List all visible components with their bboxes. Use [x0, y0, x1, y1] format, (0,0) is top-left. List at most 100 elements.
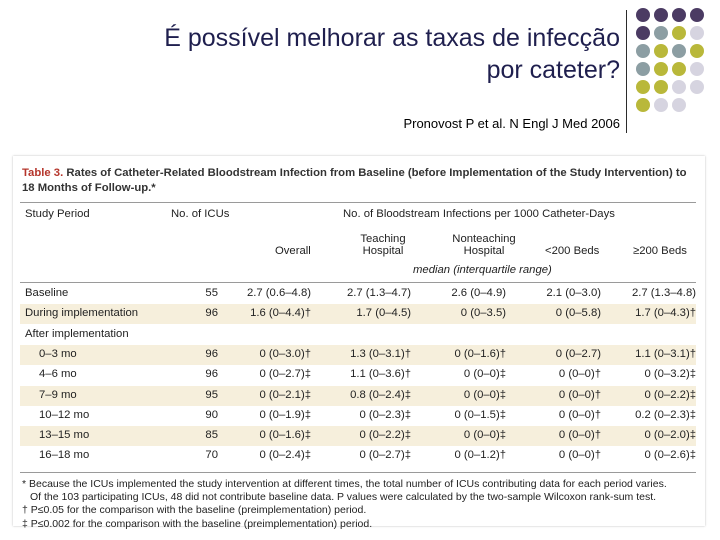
- decorative-dot: [672, 8, 686, 22]
- slide-title-line-2: por cateter?: [486, 56, 620, 84]
- header-teaching: Teaching Hospital: [343, 233, 423, 257]
- decorative-dot: [672, 62, 686, 76]
- decorative-dot: [690, 44, 704, 58]
- decorative-dot: [636, 80, 650, 94]
- table-row: 7–9 mo 95 0 (0–2.1)‡ 0.8 (0–2.4)‡ 0 (0–0)‡ 0 …: [20, 385, 696, 406]
- cell-large: 0 (0–3.2)‡: [644, 368, 697, 381]
- header-rule-bottom: [20, 282, 696, 283]
- header-teaching-line1: Teaching: [360, 233, 406, 245]
- cell-period: 10–12 mo: [39, 408, 90, 421]
- cell-overall: 0 (0–2.1)‡: [259, 388, 312, 401]
- table-label: Table 3.: [22, 167, 64, 179]
- table-row: During implementation 96 1.6 (0–4.4)† 1.7 (…: [20, 304, 696, 325]
- cell-overall: 0 (0–2.4)‡: [259, 449, 312, 462]
- header-large: ≥200 Beds: [633, 245, 687, 257]
- cell-teaching: 0 (0–2.3)‡: [359, 408, 412, 421]
- cell-period: 13–15 mo: [39, 429, 90, 442]
- cell-teaching: 0 (0–2.7)‡: [359, 449, 412, 462]
- slide-title-line-1: É possível melhorar as taxas de infecção: [164, 24, 620, 52]
- decorative-dot: [690, 80, 704, 94]
- cell-large: 0.2 (0–2.3)‡: [635, 408, 696, 421]
- table-row: 13–15 mo 85 0 (0–1.6)‡ 0 (0–2.2)‡ 0 (0–0)‡ 0 …: [20, 426, 697, 447]
- decorative-dot: [654, 8, 668, 22]
- table-row: 16–18 mo 70 0 (0–2.4)‡ 0 (0–2.7)‡ 0 (0–1.2)†…: [20, 446, 696, 466]
- cell-nonteaching: 0 (0–1.5)‡: [454, 408, 507, 421]
- header-small: <200 Beds: [545, 245, 600, 257]
- cell-icus: 55: [205, 287, 218, 299]
- cell-overall: 0 (0–1.9)‡: [259, 408, 312, 421]
- cell-small: 2.1 (0–3.0): [546, 287, 601, 299]
- header-overall: Overall: [275, 245, 311, 257]
- cell-small: 0 (0–5.8): [555, 307, 601, 320]
- header-teaching-line2: Hospital: [362, 245, 404, 257]
- cell-large: 0 (0–2.6)‡: [644, 449, 697, 462]
- decorative-dot: [672, 98, 686, 112]
- source-citation: Pronovost P et al. N Engl J Med 2006: [403, 116, 620, 131]
- footnote: Of the 103 participating ICUs, 48 did no…: [30, 491, 657, 504]
- decorative-dot: [636, 44, 650, 58]
- decorative-dot: [654, 62, 668, 76]
- table-row: 0–3 mo 96 0 (0–3.0)† 1.3 (0–3.1)† 0 (0–1.6)†…: [20, 344, 696, 365]
- cell-overall: 0 (0–2.7)‡: [259, 368, 312, 381]
- header-rule-top: [20, 202, 696, 203]
- footnote: ‡ P≤0.002 for the comparison with the ba…: [22, 517, 373, 530]
- decorative-dot: [636, 98, 650, 112]
- cell-teaching: 0.8 (0–2.4)‡: [350, 388, 411, 401]
- decorative-dot: [654, 44, 668, 58]
- cell-icus: 95: [205, 388, 218, 401]
- table-row: 10–12 mo 90 0 (0–1.9)‡ 0 (0–2.3)‡ 0 (0–1.5)‡…: [20, 406, 696, 426]
- header-nonteaching-line1: Nonteaching: [452, 233, 516, 245]
- decorative-dot: [690, 8, 704, 22]
- footnote: * Because the ICUs implemented the study…: [22, 478, 667, 490]
- table-caption: Rates of Catheter-Related Bloodstream In…: [22, 167, 687, 194]
- cell-period: During implementation: [25, 307, 139, 320]
- footnote: † P≤0.05 for the comparison with the bas…: [22, 504, 367, 517]
- cell-overall: 2.7 (0.6–4.8): [246, 287, 311, 299]
- cell-icus: 96: [205, 368, 218, 381]
- decorative-dot: [690, 62, 704, 76]
- divider-line: [626, 10, 627, 133]
- cell-period: 0–3 mo: [39, 347, 77, 360]
- table-title: Table 3. Rates of Catheter-Related Blood…: [22, 166, 692, 196]
- cell-nonteaching: 0 (0–0)‡: [463, 368, 506, 381]
- decorative-dot: [636, 8, 650, 22]
- table-row: After implementation: [20, 325, 696, 345]
- table-rule-end: [20, 472, 696, 473]
- cell-nonteaching: 0 (0–0)‡: [463, 388, 506, 401]
- cell-teaching: 2.7 (1.3–4.7): [346, 287, 411, 299]
- table-row: 4–6 mo 96 0 (0–2.7)‡ 1.1 (0–3.6)† 0 (0–0)‡ 0 …: [20, 365, 696, 385]
- table-row: Baseline 55 2.7 (0.6–4.8) 2.7 (1.3–4.7) 2.6 …: [20, 284, 696, 304]
- header-study-period: Study Period: [25, 208, 90, 220]
- cell-overall: 1.6 (0–4.4)†: [250, 307, 311, 320]
- cell-teaching: 1.7 (0–4.5): [356, 307, 411, 320]
- cell-overall: 0 (0–3.0)†: [259, 347, 312, 360]
- decorative-dot: [672, 26, 686, 40]
- cell-large: 0 (0–2.0)‡: [644, 429, 697, 442]
- cell-large: 1.1 (0–3.1)†: [635, 347, 696, 360]
- cell-teaching: 1.1 (0–3.6)†: [350, 368, 411, 381]
- cell-nonteaching: 0 (0–1.2)†: [454, 449, 507, 462]
- decorative-dot: [672, 44, 686, 58]
- cell-small: 0 (0–0)†: [558, 388, 601, 401]
- cell-period: After implementation: [25, 327, 129, 340]
- decorative-dot: [636, 26, 650, 40]
- cell-period: 16–18 mo: [39, 449, 90, 462]
- cell-nonteaching: 0 (0–0)‡: [463, 429, 506, 442]
- decorative-dot: [672, 80, 686, 94]
- header-median: median (interquartile range): [413, 264, 552, 276]
- cell-icus: 90: [205, 408, 218, 421]
- slide-title: É possível melhorar as taxas de infecção…: [60, 22, 620, 86]
- header-nonteaching-line2: Hospital: [463, 245, 505, 257]
- decorative-dot: [654, 98, 668, 112]
- cell-overall: 0 (0–1.6)‡: [259, 429, 312, 442]
- table-footnotes: * Because the ICUs implemented the study…: [22, 478, 702, 531]
- cell-nonteaching: 0 (0–3.5): [460, 307, 506, 320]
- cell-small: 0 (0–2.7): [555, 347, 601, 360]
- header-icus: No. of ICUs: [171, 208, 230, 220]
- cell-period: 4–6 mo: [39, 368, 77, 381]
- cell-teaching: 0 (0–2.2)‡: [359, 429, 412, 442]
- cell-large: 1.7 (0–4.3)†: [635, 307, 696, 320]
- cell-icus: 96: [205, 307, 218, 320]
- cell-period: Baseline: [25, 287, 69, 299]
- cell-small: 0 (0–0)†: [558, 408, 601, 421]
